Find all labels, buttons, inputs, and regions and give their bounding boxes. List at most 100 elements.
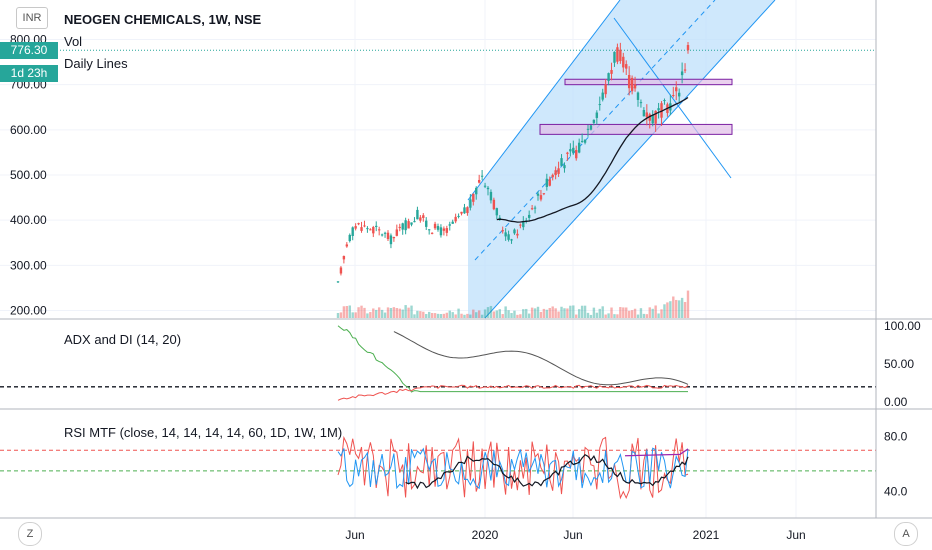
candle-body-7 — [357, 223, 360, 225]
price-tick-3: 500.00 — [10, 168, 47, 182]
candle-body-58 — [507, 234, 510, 240]
candle-body-29 — [422, 215, 425, 218]
volume-bar-102 — [636, 314, 640, 318]
candle-body-91 — [604, 84, 607, 95]
volume-bar-119 — [686, 290, 690, 318]
volume-bar-26 — [413, 314, 416, 318]
volume-bar-104 — [642, 313, 646, 318]
volume-bars — [336, 290, 690, 318]
candle-body-68 — [536, 193, 540, 196]
volume-bar-50 — [483, 309, 487, 318]
candle-body-116 — [677, 92, 681, 97]
volume-bar-92 — [607, 313, 610, 318]
volume-bar-37 — [445, 312, 449, 318]
adx-panel — [0, 325, 876, 401]
volume-bar-18 — [389, 307, 393, 318]
zoom-button[interactable]: Z — [18, 522, 42, 546]
volume-bar-78 — [566, 308, 569, 318]
volume-bar-8 — [360, 305, 363, 318]
candle-body-119 — [686, 45, 690, 51]
volume-bar-48 — [477, 310, 481, 318]
volume-bar-53 — [492, 311, 496, 318]
candle-body-111 — [663, 100, 666, 102]
candle-body-101 — [633, 84, 637, 89]
candle-body-105 — [645, 112, 649, 118]
volume-bar-13 — [375, 309, 378, 318]
volume-bar-64 — [525, 308, 528, 318]
currency-label[interactable]: INR — [16, 7, 48, 29]
candle-body-72 — [548, 179, 551, 186]
bar-countdown-tag: 1d 23h — [0, 65, 58, 82]
volume-bar-112 — [666, 302, 669, 318]
candle-body-115 — [675, 87, 678, 92]
auto-scale-button[interactable]: A — [894, 522, 918, 546]
volume-bar-117 — [680, 297, 684, 318]
price-channel — [0, 0, 876, 319]
candle-body-1 — [339, 267, 343, 274]
daily-lines-legend[interactable]: Daily Lines — [64, 56, 128, 71]
daily-ma-line — [496, 96, 689, 223]
volume-bar-99 — [627, 310, 631, 318]
volume-bar-14 — [377, 307, 381, 318]
candle-body-78 — [566, 152, 569, 154]
volume-bar-79 — [569, 305, 572, 318]
volume-bar-74 — [554, 308, 557, 318]
volume-bar-63 — [522, 309, 525, 318]
volume-bar-25 — [410, 305, 413, 318]
candle-body-12 — [372, 227, 375, 234]
price-tick-6: 200.00 — [10, 303, 47, 317]
candle-body-27 — [416, 209, 419, 220]
candle-body-0 — [336, 281, 340, 283]
volume-bar-95 — [616, 314, 619, 318]
volume-bar-52 — [489, 305, 493, 318]
adx-legend[interactable]: ADX and DI (14, 20) — [64, 332, 182, 347]
candle-body-59 — [510, 239, 513, 241]
candle-body-81 — [575, 149, 578, 159]
candle-body-117 — [680, 71, 684, 76]
price-tick-5: 300.00 — [10, 258, 47, 272]
candle-body-97 — [622, 56, 625, 68]
volume-bar-11 — [369, 312, 372, 318]
candle-body-98 — [625, 64, 628, 69]
vol-legend[interactable]: Vol — [64, 34, 83, 49]
volume-bar-41 — [457, 308, 460, 318]
volume-bar-43 — [463, 314, 466, 318]
channel-fill — [468, 0, 775, 318]
volume-bar-3 — [345, 306, 349, 318]
candle-body-114 — [672, 95, 675, 97]
candle-body-102 — [636, 92, 640, 100]
candle-body-77 — [563, 165, 566, 169]
volume-bar-59 — [510, 313, 513, 318]
volume-bar-107 — [651, 308, 654, 318]
volume-bar-23 — [404, 305, 407, 318]
volume-bar-65 — [527, 313, 531, 318]
candle-body-53 — [492, 199, 496, 210]
volume-bar-90 — [601, 306, 604, 318]
candle-body-28 — [419, 217, 422, 221]
candle-body-19 — [392, 237, 396, 239]
volume-bar-49 — [480, 314, 484, 318]
volume-bar-2 — [342, 306, 346, 318]
candle-body-76 — [560, 158, 563, 166]
volume-bar-20 — [395, 308, 399, 318]
candle-body-6 — [354, 226, 357, 229]
candle-body-23 — [404, 220, 407, 231]
candle-body-51 — [486, 187, 490, 190]
last-price-tag: 776.30 — [0, 42, 58, 59]
volume-bar-19 — [392, 307, 396, 318]
candle-body-9 — [363, 225, 366, 227]
volume-bar-103 — [639, 308, 643, 318]
candle-body-62 — [519, 224, 522, 226]
candle-body-104 — [642, 110, 646, 117]
candle-body-66 — [530, 208, 534, 210]
candle-body-70 — [542, 193, 546, 195]
volume-bar-106 — [648, 307, 651, 318]
volume-bar-115 — [675, 299, 678, 318]
rsi-legend[interactable]: RSI MTF (close, 14, 14, 14, 14, 60, 1D, … — [64, 425, 343, 440]
volume-bar-91 — [604, 314, 607, 318]
candle-body-96 — [619, 49, 622, 62]
volume-bar-98 — [625, 307, 628, 318]
candle-body-40 — [454, 216, 457, 222]
volume-bar-57 — [504, 306, 507, 318]
